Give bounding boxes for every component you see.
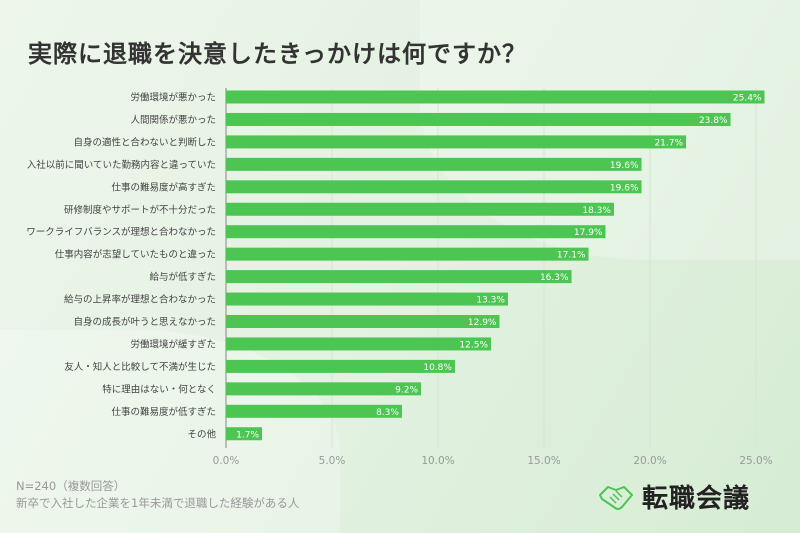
bar [226, 112, 731, 126]
category-label: 自身の成長が叶うと思えなかった [73, 316, 216, 328]
logo-text: 転職会議 [642, 484, 751, 514]
bar [226, 270, 572, 284]
data-label: 19.6% [610, 183, 639, 193]
category-label: その他 [187, 428, 216, 440]
bar [226, 90, 765, 104]
bar [226, 202, 614, 216]
data-label: 25.4% [733, 94, 762, 104]
bar [226, 359, 455, 373]
data-label: 1.7% [236, 430, 259, 440]
logo: 転職会議 [596, 478, 750, 515]
category-label: ワークライフバランスが理想と合わなかった [26, 226, 216, 238]
sample-note: N=240（複数回答） [16, 479, 126, 493]
data-label: 17.9% [574, 228, 603, 238]
x-tick-label: 5.0% [319, 455, 346, 467]
data-label: 18.3% [582, 206, 611, 216]
bar [226, 292, 508, 306]
data-label: 19.6% [610, 161, 639, 171]
category-label: 給与の上昇率が理想と合わなかった [64, 294, 216, 306]
category-label: 仕事の難易度が低すぎた [111, 406, 216, 418]
page-title: 実際に退職を決意したきっかけは何ですか？ [28, 40, 528, 68]
bar [226, 427, 263, 441]
data-label: 23.8% [699, 116, 728, 126]
x-tick-label: 0.0% [213, 455, 240, 467]
bar [226, 337, 491, 351]
category-label: 仕事内容が志望していたものと違った [55, 249, 216, 261]
bar [226, 157, 642, 171]
x-tick-label: 25.0% [739, 455, 772, 467]
bar [226, 180, 642, 194]
data-label: 12.5% [459, 340, 488, 350]
population-note: 新卒で入社した企業を1年未満で退職した経験がある人 [16, 496, 300, 510]
bar [226, 247, 589, 261]
bar [226, 315, 500, 328]
category-label: 労働環境が緩すぎた [130, 338, 216, 350]
data-label: 16.3% [540, 273, 569, 283]
category-label: 自身の適性と合わないと判断した [73, 136, 216, 148]
data-label: 12.9% [468, 318, 497, 328]
data-label: 9.2% [395, 385, 418, 395]
bar [226, 135, 687, 149]
x-tick-label: 15.0% [527, 455, 560, 467]
category-label: 仕事の難易度が高すぎた [111, 181, 216, 193]
bar [226, 404, 402, 418]
bar [226, 225, 606, 239]
data-label: 21.7% [654, 138, 683, 148]
category-label: 労働環境が悪かった [130, 92, 216, 104]
data-label: 8.3% [376, 408, 399, 418]
category-label: 入社以前に聞いていた勤務内容と違っていた [27, 159, 216, 171]
x-tick-label: 20.0% [633, 455, 666, 467]
x-tick-label: 10.0% [421, 455, 454, 467]
category-label: 友人・知人と比較して不満が生じた [64, 361, 216, 373]
data-label: 13.3% [476, 296, 505, 306]
category-label: 特に理由はない・何となく [102, 383, 216, 395]
bar [226, 382, 422, 396]
category-label: 研修制度やサポートが不十分だった [64, 204, 216, 216]
data-label: 17.1% [557, 251, 586, 261]
category-label: 人間関係が悪かった [130, 114, 216, 126]
category-label: 給与が低すぎた [149, 271, 216, 283]
handshake-icon [599, 485, 633, 510]
data-label: 10.8% [423, 363, 452, 373]
